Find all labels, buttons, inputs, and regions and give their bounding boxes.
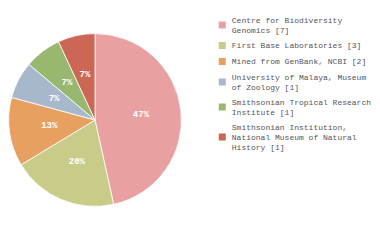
svg-text:Centre for Biodiversity: Centre for Biodiversity [232,16,343,25]
svg-text:National Museum of Natural: National Museum of Natural [232,133,357,142]
svg-text:History [1]: History [1] [232,143,285,152]
svg-text:Mined from GenBank, NCBI [2]: Mined from GenBank, NCBI [2] [232,57,366,66]
svg-text:Smithsonian Institution,: Smithsonian Institution, [232,123,347,132]
svg-text:13%: 13% [41,121,58,131]
svg-text:7%: 7% [80,70,91,80]
svg-text:7%: 7% [49,94,60,104]
svg-text:Institute [1]: Institute [1] [232,108,294,117]
svg-text:University of Malaya, Museum: University of Malaya, Museum [232,73,367,82]
svg-text:Genomics [7]: Genomics [7] [232,26,290,35]
svg-text:20%: 20% [69,157,86,167]
svg-text:of Zoology [1]: of Zoology [1] [232,83,299,92]
svg-text:47%: 47% [133,110,150,120]
svg-text:Smithsonian Tropical Research: Smithsonian Tropical Research [232,98,371,107]
svg-text:7%: 7% [62,78,73,88]
svg-text:First Base Laboratories [3]: First Base Laboratories [3] [232,41,362,50]
